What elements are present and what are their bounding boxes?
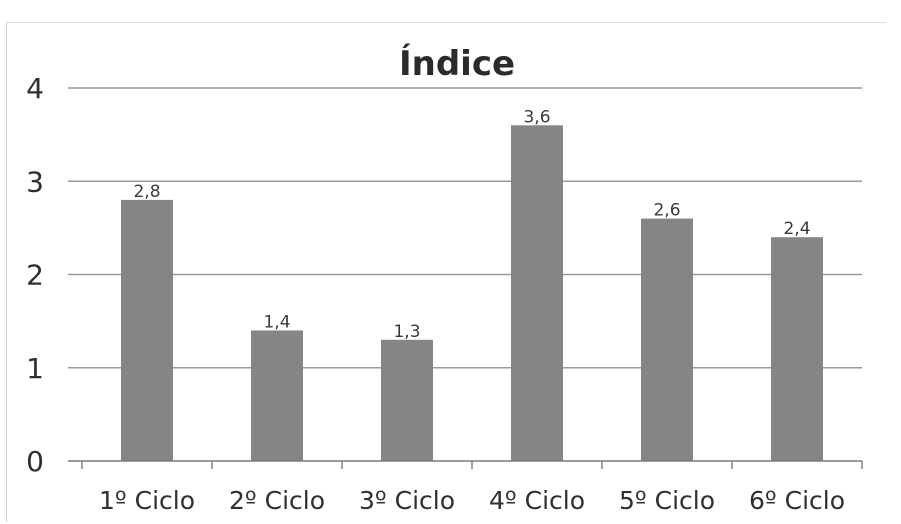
x-tick-label: 1º Ciclo — [99, 486, 195, 515]
bar — [641, 218, 693, 461]
bar — [511, 125, 563, 462]
gridlines — [68, 87, 862, 369]
y-tick-label: 2 — [26, 259, 44, 292]
x-tick-label: 2º Ciclo — [229, 486, 325, 515]
y-tick-label: 4 — [26, 72, 44, 105]
data-label: 2,4 — [783, 219, 810, 239]
data-label: 3,6 — [523, 107, 550, 127]
bar — [771, 237, 823, 461]
data-label: 2,6 — [653, 201, 680, 221]
chart-frame — [6, 22, 886, 522]
x-axis-ticks: 1º Ciclo 2º Ciclo 3º Ciclo 4º Ciclo 5º Ciclo… — [99, 486, 845, 515]
x-tick-label: 3º Ciclo — [359, 486, 455, 515]
y-tick-label: 3 — [26, 165, 44, 198]
data-label: 1,4 — [263, 312, 290, 332]
x-axis — [68, 460, 863, 469]
x-tick-label: 6º Ciclo — [749, 486, 845, 515]
data-label: 1,3 — [393, 322, 420, 342]
bar — [381, 339, 433, 461]
y-tick-label: 1 — [26, 352, 44, 385]
y-tick-label: 0 — [26, 445, 44, 478]
x-tick-label: 5º Ciclo — [619, 486, 715, 515]
x-tick-label: 4º Ciclo — [489, 486, 585, 515]
data-label: 2,8 — [133, 182, 160, 202]
bar — [251, 330, 303, 461]
y-axis-ticks: 0 1 2 3 4 — [26, 72, 44, 478]
bars — [121, 125, 823, 462]
data-labels: 2,8 1,4 1,3 3,6 2,6 2,4 — [133, 107, 810, 341]
bar — [121, 199, 173, 461]
chart-title: Índice — [399, 43, 515, 84]
